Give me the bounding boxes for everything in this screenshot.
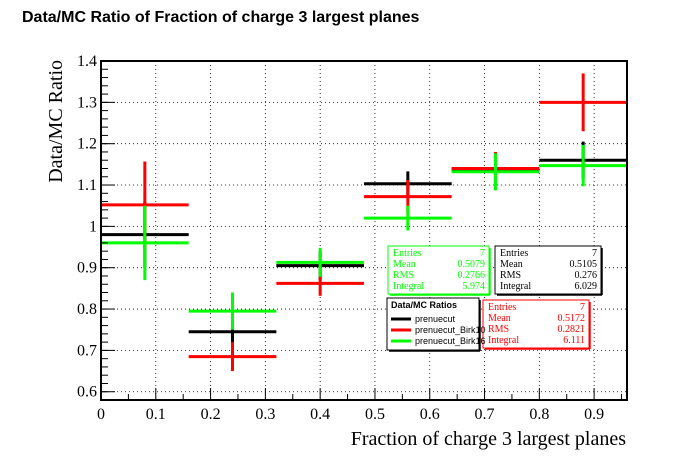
stats-label: Mean (488, 313, 511, 324)
stats-label: Mean (500, 259, 523, 270)
stats-value: 7 (580, 302, 585, 313)
legend: Data/MC Ratios prenuecutprenuecut_Birk10p… (386, 297, 486, 352)
stats-label: Integral (500, 281, 531, 292)
stats-value: 0.5105 (570, 259, 598, 270)
stats-label: Integral (488, 335, 519, 346)
stats-label: RMS (393, 270, 414, 281)
x-tick-label: 0.2 (201, 406, 221, 423)
stats-value: 6.029 (575, 281, 598, 292)
axes: 0 0.1 0.2 0.3 0.4 0.5 0.6 0.7 0.8 0.9 0.6 0.7 0.8 0.9… (77, 53, 623, 423)
stats-label: Entries (500, 248, 528, 259)
stats-value: 0.2766 (458, 270, 486, 281)
stats-label: Integral (393, 281, 424, 292)
stats-value: 7 (592, 248, 597, 259)
stats-box-frame (494, 245, 602, 295)
legend-label: prenuecut (415, 314, 456, 324)
stats-label: RMS (500, 270, 521, 281)
stats-label: Entries (393, 248, 421, 259)
chart-title: Data/MC Ratio of Fraction of charge 3 la… (22, 9, 420, 26)
stats-value: 6.111 (563, 335, 585, 346)
stats-box-frame (482, 299, 590, 349)
stats-box: Entries 7 Mean 0.5105 RMS 0.276 Integral 6.029 (494, 245, 603, 296)
y-tick-label: 0.8 (77, 301, 97, 318)
stats-value: 0.2821 (558, 324, 586, 335)
plot-frame (100, 60, 628, 401)
y-tick-label: 1.2 (77, 136, 97, 153)
x-tick-label: 0.8 (529, 406, 549, 423)
y-axis-title: Data/MC Ratio (45, 60, 67, 183)
stats-value: 0.5172 (558, 313, 586, 324)
y-tick-label: 0.7 (77, 342, 97, 359)
stats-label: RMS (488, 324, 509, 335)
x-tick-label: 0.9 (584, 406, 604, 423)
x-tick-label: 0.4 (310, 406, 330, 423)
y-tick-label: 1.1 (77, 177, 97, 194)
y-tick-label: 1 (89, 218, 97, 235)
stats-box-frame (387, 245, 490, 295)
y-tick-label: 0.9 (77, 260, 97, 277)
series-layer (101, 73, 627, 372)
legend-label: prenuecut_Birk10 (415, 325, 486, 335)
grid (101, 61, 627, 400)
stats-box: Entries 7 Mean 0.5079 RMS 0.2766 Integral 5.974 (387, 245, 491, 296)
stats-value: 7 (480, 248, 485, 259)
x-tick-label: 0.7 (475, 406, 495, 423)
stats-box: Entries 7 Mean 0.5172 RMS 0.2821 Integral 6.111 (482, 299, 591, 350)
y-tick-label: 1.4 (77, 53, 97, 70)
stats-boxes: Entries 7 Mean 0.5079 RMS 0.2766 Integral 5.974… (387, 245, 603, 350)
stats-value: 0.5079 (458, 259, 486, 270)
x-tick-label: 0.1 (146, 406, 166, 423)
y-tick-label: 0.6 (77, 384, 97, 401)
series-prenuecut_Birk16 (101, 144, 627, 330)
x-axis-title: Fraction of charge 3 largest planes (351, 428, 627, 450)
legend-title: Data/MC Ratios (391, 300, 457, 310)
legend-label: prenuecut_Birk16 (415, 336, 486, 346)
stats-label: Entries (488, 302, 516, 313)
x-tick-label: 0.3 (255, 406, 275, 423)
stats-value: 0.276 (575, 270, 598, 281)
y-tick-label: 1.3 (77, 94, 97, 111)
stats-label: Mean (393, 259, 416, 270)
x-tick-label: 0.6 (420, 406, 440, 423)
stats-value: 5.974 (463, 281, 486, 292)
x-tick-label: 0.5 (365, 406, 385, 423)
x-tick-label: 0 (97, 406, 105, 423)
